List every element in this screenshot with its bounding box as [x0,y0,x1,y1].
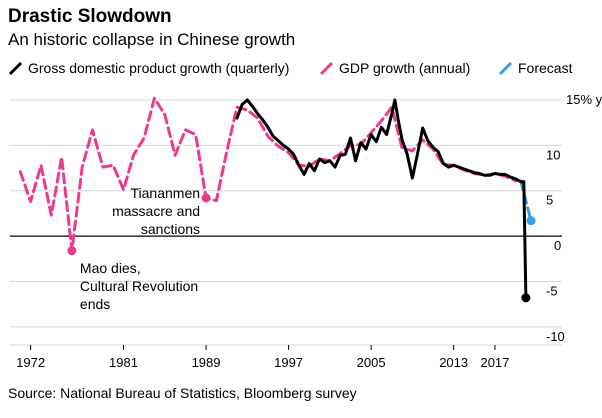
y-tick-label: -5 [546,283,558,298]
x-tick-label: 1981 [109,355,138,370]
x-tick-label: 2005 [357,355,386,370]
x-tick-label: 1997 [274,355,303,370]
axes: 15% y/y 10 5 0 -5 -10 1972 1981 1989 1997 2005 2013… [16,92,602,370]
x-tick-label: 2017 [480,355,509,370]
series-quarterly-line [235,98,528,300]
annotation-tiananmen: Tiananmen massacre and sanctions [112,185,200,237]
annotation-mao-line: ends [80,296,110,312]
legend-swatch-quarterly [8,61,23,76]
source-note: Source: National Bureau of Statistics, B… [8,385,357,401]
series-annual-line [18,96,518,253]
legend-swatch-annual [319,61,334,76]
annual-marker-dot [67,246,77,256]
annotation-mao-line: Mao dies, [80,260,141,276]
legend: Gross domestic product growth (quarterly… [8,60,573,76]
annotation-mao-line: Cultural Revolution [80,278,198,294]
chart-title: Drastic Slowdown [8,6,172,27]
x-tick-label: 2013 [439,355,468,370]
y-tick-label: 0 [554,238,561,253]
annotation-tiananmen-line: Tiananmen [131,185,201,201]
annotation-tiananmen-line: sanctions [141,221,200,237]
y-tick-label: 10 [546,147,560,162]
annotations: Tiananmen massacre and sanctions Mao dies, C… [80,185,200,312]
annotation-tiananmen-line: massacre and [112,203,200,219]
series [18,96,536,303]
chart-subtitle: An historic collapse in Chinese growth [8,30,295,49]
series-forecast-end-dot [526,216,536,226]
y-unit-label: 15% y/y [566,92,602,107]
legend-label-forecast: Forecast [518,60,573,76]
annotation-mao: Mao dies, Cultural Revolution ends [80,260,198,312]
y-tick-label: 5 [546,193,553,208]
series-quarterly-end-dot [521,293,531,303]
x-tick-label: 1972 [16,355,45,370]
annual-marker-dot [201,193,211,203]
legend-label-quarterly: Gross domestic product growth (quarterly… [28,60,289,76]
grid [10,99,562,346]
legend-swatch-forecast [498,61,513,76]
x-tick-label: 1989 [192,355,221,370]
legend-label-annual: GDP growth (annual) [339,60,470,76]
y-tick-label: -10 [546,329,565,344]
